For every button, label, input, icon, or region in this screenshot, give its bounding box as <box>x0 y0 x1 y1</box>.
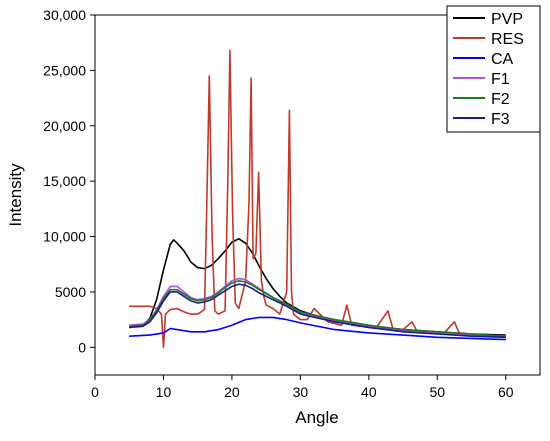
y-tick-label: 25,000 <box>43 62 86 78</box>
x-tick-label: 60 <box>498 384 514 400</box>
y-tick-label: 30,000 <box>43 7 86 23</box>
series-line-f3 <box>129 283 506 339</box>
y-tick-label: 10,000 <box>43 229 86 245</box>
x-tick-label: 0 <box>91 384 99 400</box>
legend-box <box>446 5 541 133</box>
x-tick-label: 50 <box>430 384 446 400</box>
x-tick-label: 10 <box>156 384 172 400</box>
x-tick-label: 30 <box>293 384 309 400</box>
x-tick-label: 40 <box>361 384 377 400</box>
y-tick-label: 15,000 <box>43 173 86 189</box>
plot-area <box>129 49 506 349</box>
series-line-f2 <box>129 279 506 337</box>
x-tick-label: 20 <box>224 384 240 400</box>
legend-label-f2: F2 <box>491 91 510 108</box>
legend-label-res: RES <box>491 31 524 48</box>
legend-label-f3: F3 <box>491 111 510 128</box>
series-line-f1 <box>129 277 506 337</box>
y-axis-label: Intensity <box>6 163 25 227</box>
x-axis: 0 10 20 30 40 50 60 <box>91 375 514 400</box>
y-axis: 0 5000 10,000 15,000 20,000 25,000 30,000 <box>43 7 95 355</box>
legend-label-f1: F1 <box>491 71 510 88</box>
y-tick-label: 0 <box>78 339 86 355</box>
x-axis-label: Angle <box>295 408 338 427</box>
legend-label-ca: CA <box>491 51 514 68</box>
y-tick-label: 5000 <box>55 284 86 300</box>
legend: PVP RES CA F1 F2 F3 <box>446 5 541 133</box>
y-tick-label: 20,000 <box>43 118 86 134</box>
series-line-ca <box>129 316 506 341</box>
legend-label-pvp: PVP <box>491 11 523 28</box>
plot-frame <box>94 14 541 376</box>
